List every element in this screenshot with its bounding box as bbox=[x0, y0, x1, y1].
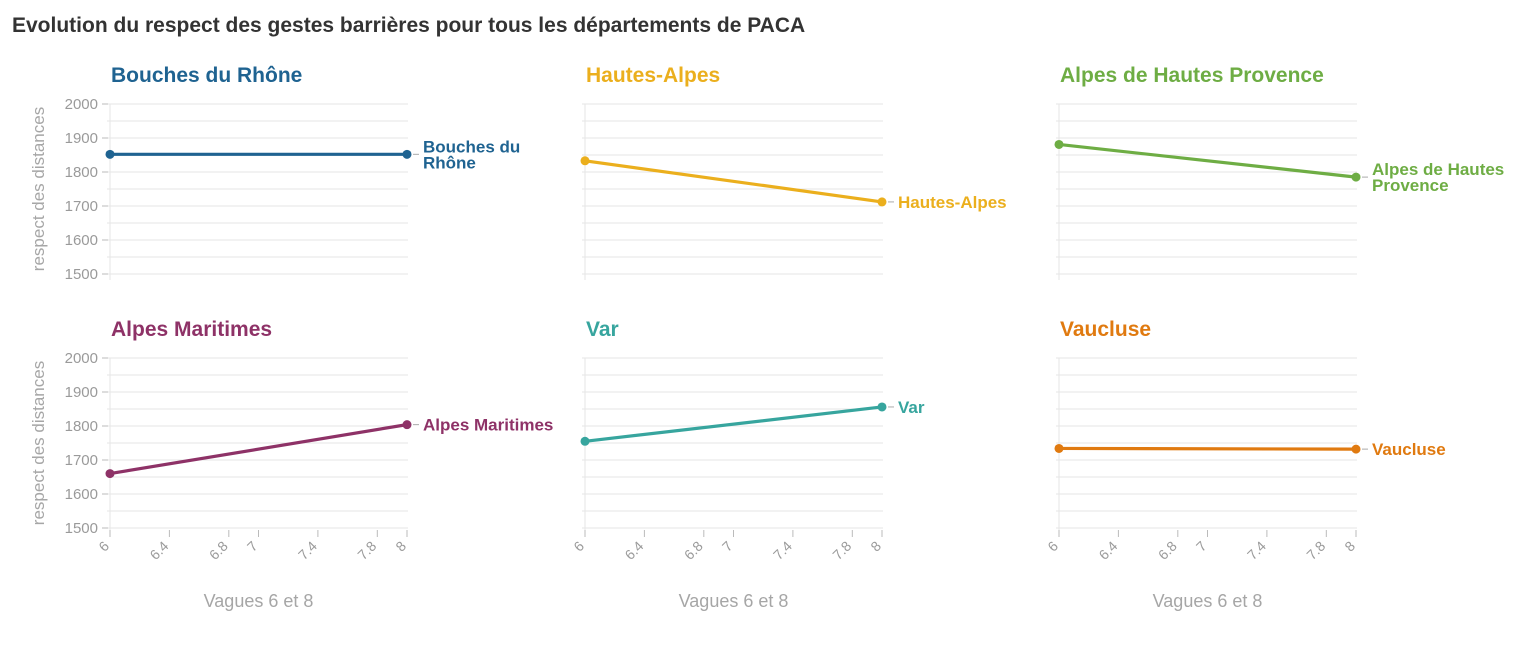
panel-3-end-label-line: Alpes de Hautes bbox=[1372, 160, 1504, 179]
panel-4-y-axis-label: respect des distances bbox=[29, 361, 48, 525]
panel-5-x-tick-label: 8 bbox=[867, 538, 884, 555]
panel-4-end-label-line: Alpes Maritimes bbox=[423, 416, 553, 435]
panel-5-x-tick-label: 7.4 bbox=[770, 538, 795, 563]
panel-5-title: Var bbox=[586, 318, 619, 341]
panel-1-data-point bbox=[105, 149, 115, 159]
panel-5-data-point bbox=[877, 402, 887, 412]
panel-3-end-label-line: Provence bbox=[1372, 176, 1449, 195]
panel-6-x-tick-label: 7.4 bbox=[1244, 538, 1269, 563]
panel-4-x-tick-label: 8 bbox=[392, 538, 409, 555]
panel-2-end-label: Hautes-Alpes bbox=[898, 193, 1007, 212]
panel-4-x-tick-label: 7 bbox=[244, 538, 261, 555]
panel-1-y-tick-label: 1800 bbox=[65, 164, 98, 181]
panel-6-x-tick-label: 6.8 bbox=[1155, 538, 1180, 563]
panel-1-data-point bbox=[402, 149, 412, 159]
panel-2-series-line bbox=[583, 159, 884, 204]
panel-2-data-point bbox=[580, 156, 590, 166]
panel-3-data-point bbox=[1351, 172, 1361, 182]
panel-1-y-tick-label: 1700 bbox=[65, 198, 98, 215]
panel-6-end-label-line: Vaucluse bbox=[1372, 440, 1446, 459]
panel-5-x-tick-label: 6.4 bbox=[621, 538, 646, 563]
panel-5-x-axis-label: Vagues 6 et 8 bbox=[679, 591, 789, 611]
panel-4-data-point bbox=[105, 469, 115, 479]
panel-4-x-tick-label: 7.8 bbox=[354, 538, 379, 563]
panel-4-x-tick-label: 6.8 bbox=[206, 538, 231, 563]
panel-1-y-tick-label: 1600 bbox=[65, 232, 98, 249]
panel-6-data-point bbox=[1351, 444, 1361, 454]
panel-2-title: Hautes-Alpes bbox=[586, 64, 720, 87]
panel-6-x-tick-label: 7.8 bbox=[1303, 538, 1328, 563]
panel-1-title: Bouches du Rhône bbox=[111, 64, 302, 87]
panel-5-x-tick-label: 6.8 bbox=[681, 538, 706, 563]
panel-1-y-tick-label: 1500 bbox=[65, 266, 98, 283]
panel-3-end-label: Alpes de Hautes Provence bbox=[1372, 160, 1504, 195]
panel-1-end-label: Bouches du Rhône bbox=[423, 137, 520, 172]
panel-6-data-point bbox=[1054, 443, 1064, 453]
panel-3-series-line bbox=[1057, 142, 1358, 179]
panel-6-title: Vaucluse bbox=[1060, 318, 1151, 341]
panel-6-x-tick-label: 6 bbox=[1044, 538, 1061, 555]
panel-5-end-label: Var bbox=[898, 398, 925, 417]
panel-4-y-tick-label: 1900 bbox=[65, 384, 98, 401]
panel-2-data-point bbox=[877, 197, 887, 207]
panel-3-data-point bbox=[1054, 139, 1064, 149]
panel-1-y-tick-label: 1900 bbox=[65, 130, 98, 147]
panel-1-end-label-line: Bouches du bbox=[423, 137, 520, 156]
panel-4-x-axis-label: Vagues 6 et 8 bbox=[204, 591, 314, 611]
panel-3-title: Alpes de Hautes Provence bbox=[1060, 64, 1324, 87]
panel-4-end-label: Alpes Maritimes bbox=[423, 416, 553, 435]
panel-5-data-point bbox=[580, 436, 590, 446]
panel-6-series-line bbox=[1057, 446, 1358, 451]
panel-4-y-tick-label: 1800 bbox=[65, 418, 98, 435]
panel-6-end-label: Vaucluse bbox=[1372, 440, 1446, 459]
panel-1-y-axis-label: respect des distances bbox=[29, 107, 48, 271]
panel-5-x-tick-label: 6 bbox=[570, 538, 587, 555]
panel-5-x-tick-label: 7 bbox=[719, 538, 736, 555]
panel-5-x-tick-label: 7.8 bbox=[829, 538, 854, 563]
panel-6-x-tick-label: 8 bbox=[1341, 538, 1358, 555]
panel-4-y-tick-label: 1700 bbox=[65, 452, 98, 469]
panel-4-title: Alpes Maritimes bbox=[111, 318, 272, 341]
panel-6-x-tick-label: 7 bbox=[1193, 538, 1210, 555]
panel-4-series-line bbox=[108, 423, 409, 476]
page-title: Evolution du respect des gestes barrière… bbox=[12, 14, 806, 37]
panel-1-y-tick-label: 2000 bbox=[65, 96, 98, 113]
panel-4-y-tick-label: 1500 bbox=[65, 520, 98, 537]
panel-6-x-axis-label: Vagues 6 et 8 bbox=[1153, 591, 1263, 611]
panel-4-x-tick-label: 6 bbox=[95, 538, 112, 555]
panel-1-end-label-line: Rhône bbox=[423, 153, 476, 172]
panel-4-x-tick-label: 6.4 bbox=[146, 538, 171, 563]
panel-6-x-tick-label: 6.4 bbox=[1095, 538, 1120, 563]
panel-5-end-label-line: Var bbox=[898, 398, 925, 417]
panel-4-x-tick-label: 7.4 bbox=[295, 538, 320, 563]
panel-5-series-line bbox=[583, 405, 884, 443]
panel-4-y-tick-label: 1600 bbox=[65, 486, 98, 503]
panel-4-data-point bbox=[402, 420, 412, 430]
panel-4-y-tick-label: 2000 bbox=[65, 350, 98, 367]
panel-2-end-label-line: Hautes-Alpes bbox=[898, 193, 1007, 212]
